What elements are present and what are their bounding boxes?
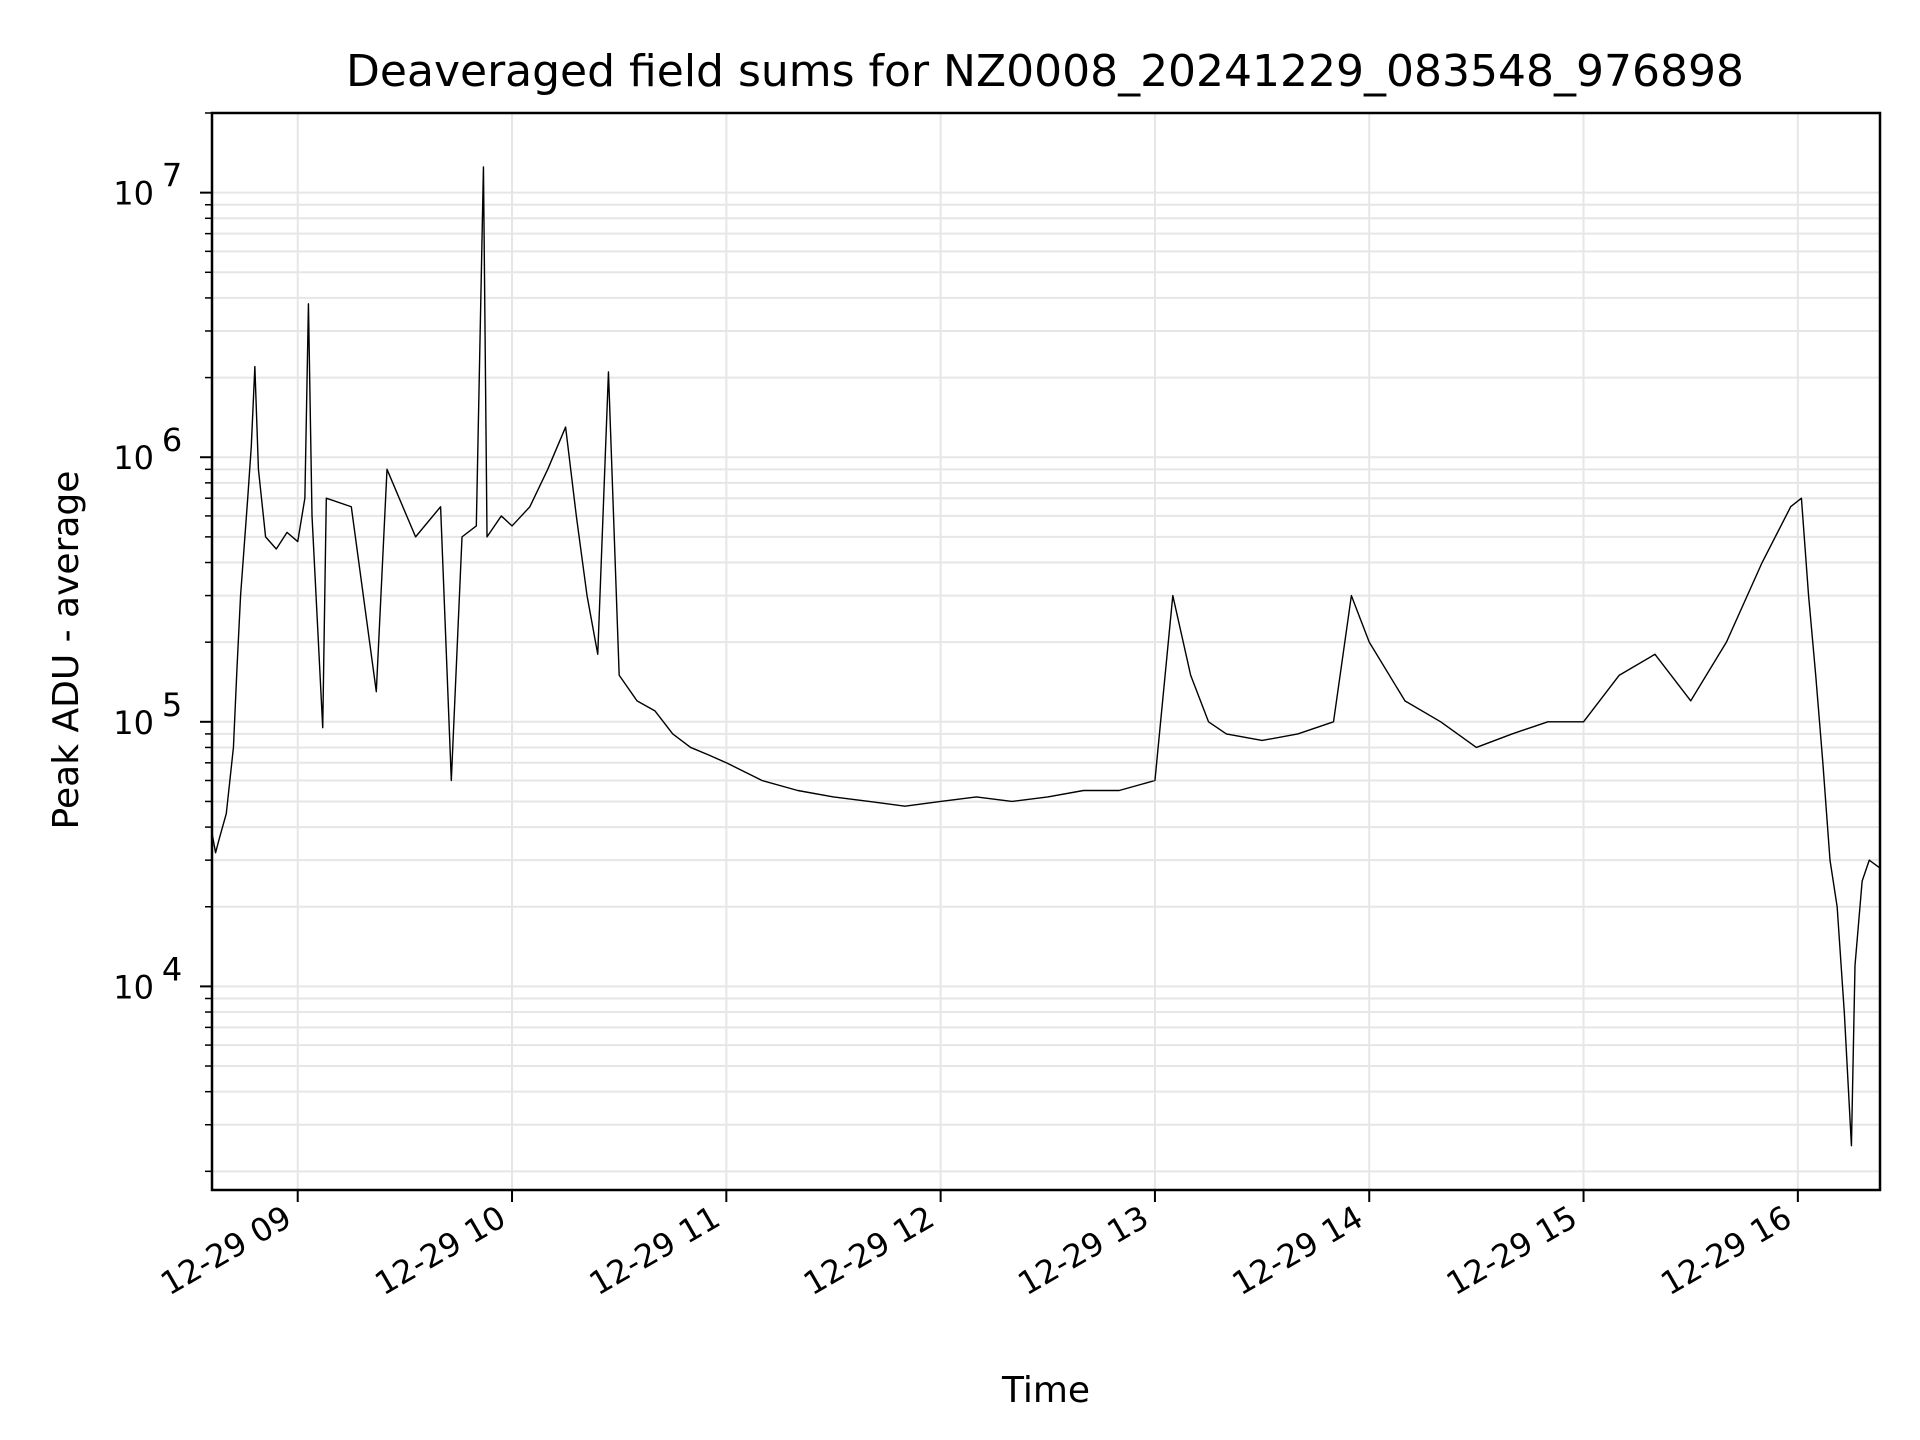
y-tick-exponent: 5 [162, 686, 182, 724]
chart-title: Deaveraged field sums for NZ0008_2024122… [346, 46, 1744, 97]
plot-frame [210, 111, 1882, 1192]
y-tick-exponent: 6 [162, 421, 182, 459]
minor-gridlines [212, 112, 1880, 1173]
y-tick-exponent: 4 [162, 950, 182, 988]
y-axis-label: Peak ADU - average [46, 471, 87, 830]
y-tick-label: 10 [113, 439, 154, 477]
y-tick-label: 10 [113, 968, 154, 1006]
series-line [211, 166, 1881, 1147]
series-layer [211, 166, 1881, 1147]
major-gridlines [212, 113, 1880, 1190]
y-tick-exponent: 7 [162, 157, 182, 195]
y-tick-label: 10 [113, 704, 154, 742]
x-axis-label: Time [1001, 1370, 1090, 1411]
y-tick-label: 10 [113, 175, 154, 213]
